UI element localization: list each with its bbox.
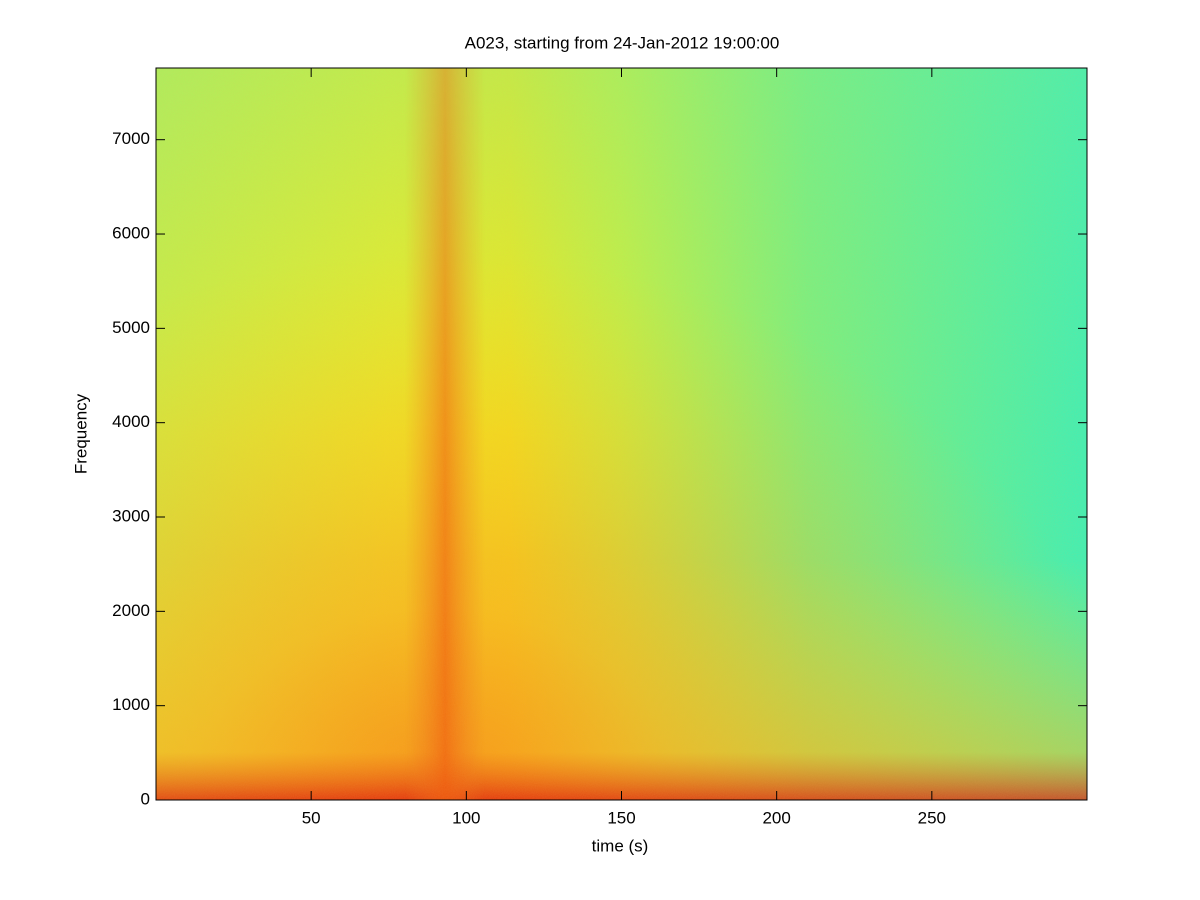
x-axis-label: time (s)	[592, 836, 649, 855]
x-tick-label: 50	[302, 808, 321, 827]
x-tick-label: 150	[607, 808, 635, 827]
y-tick-label: 2000	[112, 601, 150, 620]
x-tick-label: 250	[918, 808, 946, 827]
y-axis-label: Frequency	[71, 393, 90, 474]
y-tick-label: 0	[141, 789, 150, 808]
y-tick-label: 6000	[112, 224, 150, 243]
y-tick-label: 4000	[112, 412, 150, 431]
x-tick-label: 200	[762, 808, 790, 827]
y-tick-label: 5000	[112, 318, 150, 337]
y-tick-label: 1000	[112, 695, 150, 714]
chart-title: A023, starting from 24-Jan-2012 19:00:00	[465, 33, 780, 52]
y-tick-label: 7000	[112, 129, 150, 148]
y-tick-label: 3000	[112, 506, 150, 525]
spectrogram-image	[156, 68, 1087, 800]
x-tick-label: 100	[452, 808, 480, 827]
